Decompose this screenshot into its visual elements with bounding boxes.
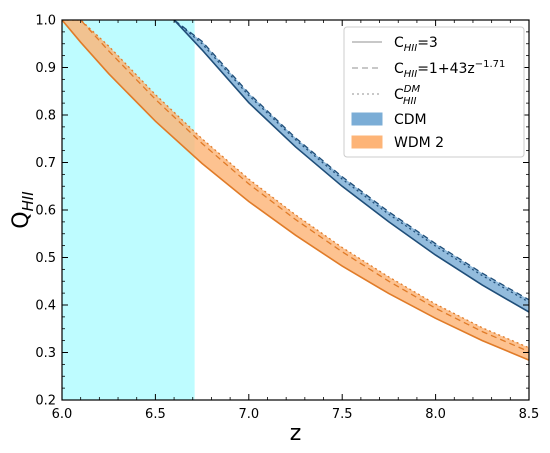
wdm-2-dotted-line (62, 20, 529, 349)
x-tick-label: 6.0 (52, 407, 73, 422)
cdm-band (174, 20, 529, 313)
legend-label-cdm: CDM (394, 112, 427, 128)
x-tick-label: 7.0 (238, 407, 259, 422)
x-tick-label: 7.5 (332, 407, 353, 422)
y-tick-label: 0.5 (35, 251, 56, 266)
legend: CHII=3 CHII=1+43z−1.71 CDM HII CDM WDM 2 (343, 26, 525, 158)
x-axis-title: z (290, 421, 302, 446)
y-tick-label: 1.0 (35, 14, 56, 29)
wdm-2-band (62, 20, 529, 361)
y-tick-label: 0.2 (35, 394, 56, 409)
legend-label-dashed: CHII=1+43z−1.71 (394, 59, 505, 80)
legend-box (343, 26, 525, 158)
x-tick-label: 8.5 (519, 407, 540, 422)
legend-label-solid: CHII=3 (394, 35, 438, 54)
y-tick-label: 0.6 (35, 204, 56, 219)
wdm-2-dashed-line (62, 20, 529, 353)
x-tick-label: 6.5 (145, 407, 166, 422)
y-tick-label: 0.8 (35, 109, 56, 124)
y-tick-label: 0.9 (35, 61, 56, 76)
legend-label-wdm-2: WDM 2 (394, 135, 444, 151)
legend-swatch-cdm (351, 112, 383, 126)
y-tick-label: 0.7 (35, 156, 56, 171)
wdm-2-solid-line (62, 20, 529, 361)
y-axis-title: QHII (9, 191, 37, 229)
legend-label-dotted: CDM HII (394, 84, 420, 107)
y-tick-label: 0.4 (35, 299, 56, 314)
y-tick-label: 0.3 (35, 346, 56, 361)
cdm-dotted-line (173, 20, 529, 303)
cdm-dashed-line (173, 20, 529, 301)
legend-swatch-wdm-2 (351, 135, 383, 149)
x-tick-label: 8.0 (425, 407, 446, 422)
cdm-solid-line (173, 20, 529, 313)
